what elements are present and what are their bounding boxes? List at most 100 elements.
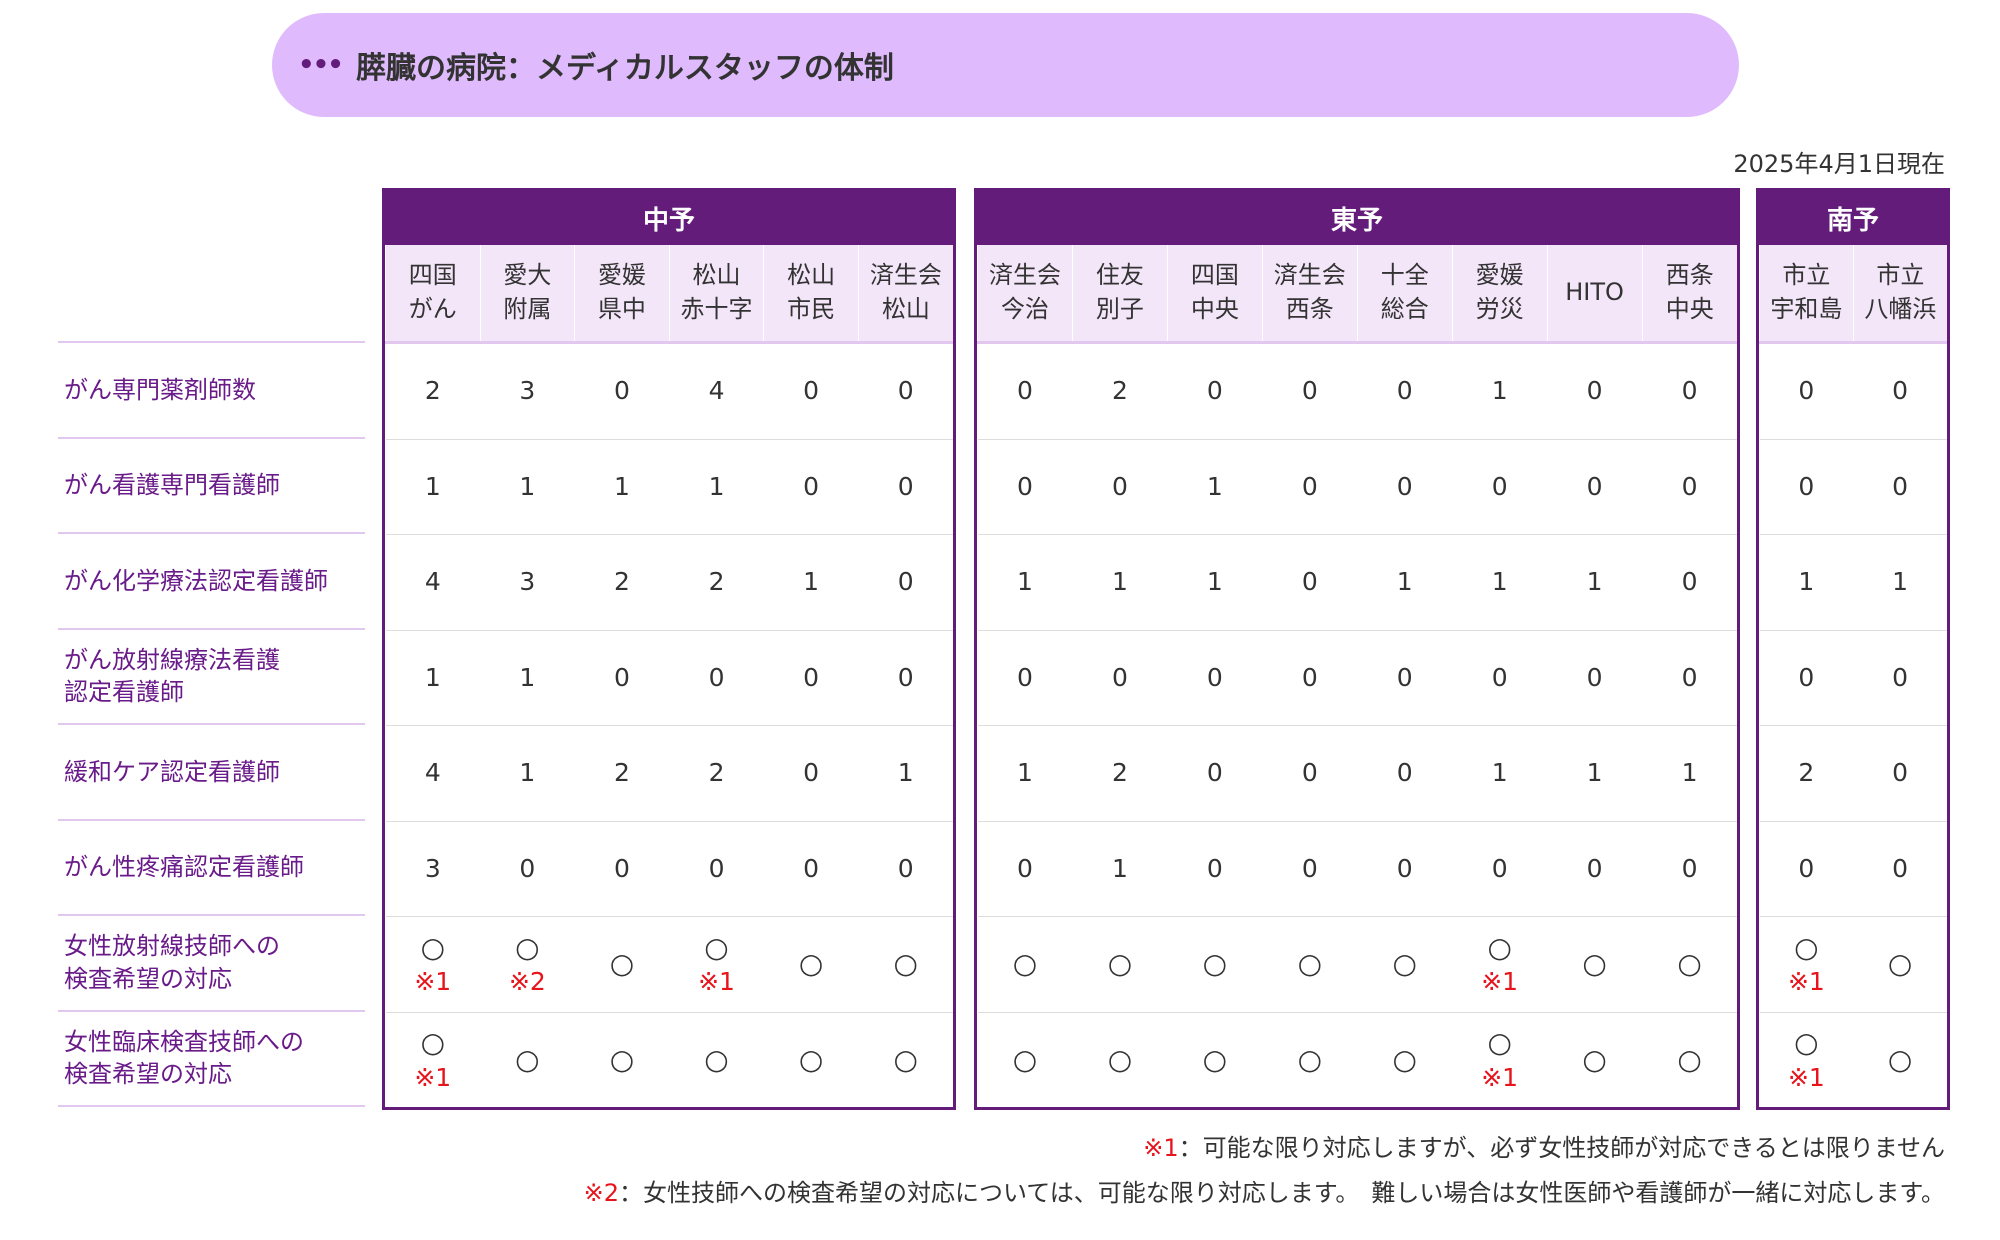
table-cell: 0 bbox=[1642, 820, 1737, 917]
table-row: ○ ○ ○ ○ ○ ○ ※1 ○ ○ bbox=[977, 1011, 1737, 1107]
cell-value: 0 bbox=[1301, 662, 1318, 692]
cell-value: 0 bbox=[1017, 662, 1033, 692]
table-cell: 0 bbox=[1357, 438, 1453, 535]
table-cell: 1 bbox=[1547, 725, 1643, 821]
table-cell: 1 bbox=[385, 438, 481, 535]
circle-mark: ○ bbox=[1297, 1042, 1322, 1076]
row-label: がん専門薬剤師数 bbox=[58, 343, 365, 439]
cell-value: 1 bbox=[1491, 567, 1508, 596]
cell-value: 0 bbox=[1681, 567, 1698, 596]
table-cell: 1 bbox=[1167, 534, 1263, 630]
circle-mark: ○ bbox=[1107, 947, 1133, 981]
table-cell: 1 bbox=[1547, 534, 1643, 630]
header-row: 市立 宇和島 市立 八幡浜 bbox=[1759, 245, 1947, 344]
note-mark: ※1 bbox=[414, 1062, 452, 1092]
circle-mark: ○ bbox=[1392, 947, 1417, 981]
cell-value: 0 bbox=[1017, 376, 1033, 405]
table-cell: 0 bbox=[1853, 629, 1947, 726]
cell-value: 1 bbox=[1206, 567, 1223, 596]
table-row: 0 1 0 0 0 0 0 0 bbox=[977, 820, 1737, 917]
circle-mark: ○ bbox=[609, 947, 635, 981]
table-cell: 0 bbox=[669, 820, 764, 917]
table-cell: 0 bbox=[858, 534, 953, 630]
cell-value: 4 bbox=[424, 758, 441, 787]
table-cell: 1 bbox=[480, 725, 575, 821]
hospital-header: 松山 市民 bbox=[763, 245, 859, 344]
cell-value: 2 bbox=[424, 376, 441, 405]
table-cell: 0 bbox=[1547, 342, 1643, 439]
cell-value: 0 bbox=[1206, 758, 1223, 787]
cell-value: 0 bbox=[803, 471, 820, 501]
table-row: ○ ※1 ○ bbox=[1759, 916, 1947, 1012]
hospital-header: 四国 中央 bbox=[1166, 245, 1263, 344]
table-row: 1 1 0 0 0 0 bbox=[385, 629, 953, 726]
circle-mark: ○ bbox=[1202, 947, 1228, 981]
cell-value: 0 bbox=[803, 853, 820, 883]
table-cell: 1 bbox=[385, 629, 481, 726]
cell-value: 0 bbox=[897, 376, 914, 405]
group-header: 南予 bbox=[1759, 191, 1947, 245]
note-mark: ※1 bbox=[1481, 1062, 1519, 1092]
cell-value: 0 bbox=[897, 567, 914, 596]
group-header: 東予 bbox=[977, 191, 1737, 245]
table-cell: ○ ※1 bbox=[1452, 916, 1548, 1012]
table-row: 0 0 0 0 0 0 0 0 bbox=[977, 629, 1737, 726]
table-cell: 0 bbox=[1547, 820, 1643, 917]
table-row: 1 2 0 0 0 1 1 1 bbox=[977, 725, 1737, 821]
cell-value: 0 bbox=[1396, 853, 1413, 883]
cell-value: 1 bbox=[1586, 758, 1603, 787]
table-cell: ○ ※1 bbox=[385, 1011, 481, 1107]
circle-mark: ○ bbox=[1794, 1026, 1819, 1060]
circle-mark: ○ bbox=[609, 1042, 635, 1076]
row-labels: がん専門薬剤師数 がん看護専門看護師 がん化学療法認定看護師 がん放射線療法看護 認定… bbox=[58, 341, 365, 1107]
circle-mark: ○ bbox=[893, 1042, 918, 1076]
table-cell: ○ ※1 bbox=[1759, 916, 1854, 1012]
table-cell: ○ bbox=[763, 916, 859, 1012]
cell-value: 0 bbox=[1586, 376, 1603, 405]
cell-value: 0 bbox=[613, 853, 630, 883]
table-cell: 2 bbox=[574, 534, 670, 630]
cell-value: 0 bbox=[1491, 662, 1508, 692]
circle-mark: ○ bbox=[798, 947, 824, 981]
cell-value: 0 bbox=[1681, 376, 1698, 405]
table-cell: 0 bbox=[763, 342, 859, 439]
circle-mark: ○ bbox=[1582, 1042, 1607, 1076]
group-header: 中予 bbox=[385, 191, 953, 245]
table-cell: 0 bbox=[858, 342, 953, 439]
table-cell: 0 bbox=[1357, 820, 1453, 917]
table-cell: 0 bbox=[1642, 342, 1737, 439]
cell-value: 0 bbox=[1892, 853, 1909, 883]
cell-value: 4 bbox=[708, 376, 725, 405]
cell-value: 0 bbox=[1206, 853, 1223, 883]
cell-value: 0 bbox=[1017, 471, 1033, 501]
note-mark: ※1 bbox=[698, 967, 735, 997]
table-cell: 0 bbox=[1547, 629, 1643, 726]
cell-value: 0 bbox=[1396, 662, 1413, 692]
hospital-header: 愛媛 県中 bbox=[574, 245, 670, 344]
table-cell: 0 bbox=[977, 629, 1073, 726]
table-cell: 1 bbox=[1642, 725, 1737, 821]
table-cell: 3 bbox=[480, 534, 575, 630]
footnote-2: ※2：女性技師への検査希望の対応については、可能な限り対応します。 難しい場合は… bbox=[584, 1173, 1945, 1208]
row-label: 女性放射線技師への 検査希望の対応 bbox=[58, 916, 365, 1012]
cell-value: 0 bbox=[1206, 662, 1223, 692]
table-cell: 0 bbox=[977, 438, 1073, 535]
table-cell: 3 bbox=[385, 820, 481, 917]
table-cell: 0 bbox=[1262, 438, 1358, 535]
cell-value: 1 bbox=[1017, 758, 1033, 787]
cell-value: 0 bbox=[1111, 662, 1128, 692]
circle-mark: ○ bbox=[798, 1042, 824, 1076]
table-row: 2 3 0 4 0 0 bbox=[385, 342, 953, 439]
circle-mark: ○ bbox=[515, 930, 540, 964]
group-nanyo: 南予 市立 宇和島 市立 八幡浜 0 0 0 0 1 1 0 0 2 0 0 0 ○ ※1 ○ ○ ※1 ○ bbox=[1756, 188, 1950, 1110]
table-cell: 0 bbox=[1452, 629, 1548, 726]
table-row: 3 0 0 0 0 0 bbox=[385, 820, 953, 917]
circle-mark: ○ bbox=[1012, 1042, 1038, 1076]
cell-value: 0 bbox=[1491, 471, 1508, 501]
table-cell: ○ bbox=[1262, 916, 1358, 1012]
table-cell: 1 bbox=[977, 534, 1073, 630]
cell-value: 1 bbox=[519, 471, 536, 501]
cell-value: 0 bbox=[1111, 471, 1128, 501]
